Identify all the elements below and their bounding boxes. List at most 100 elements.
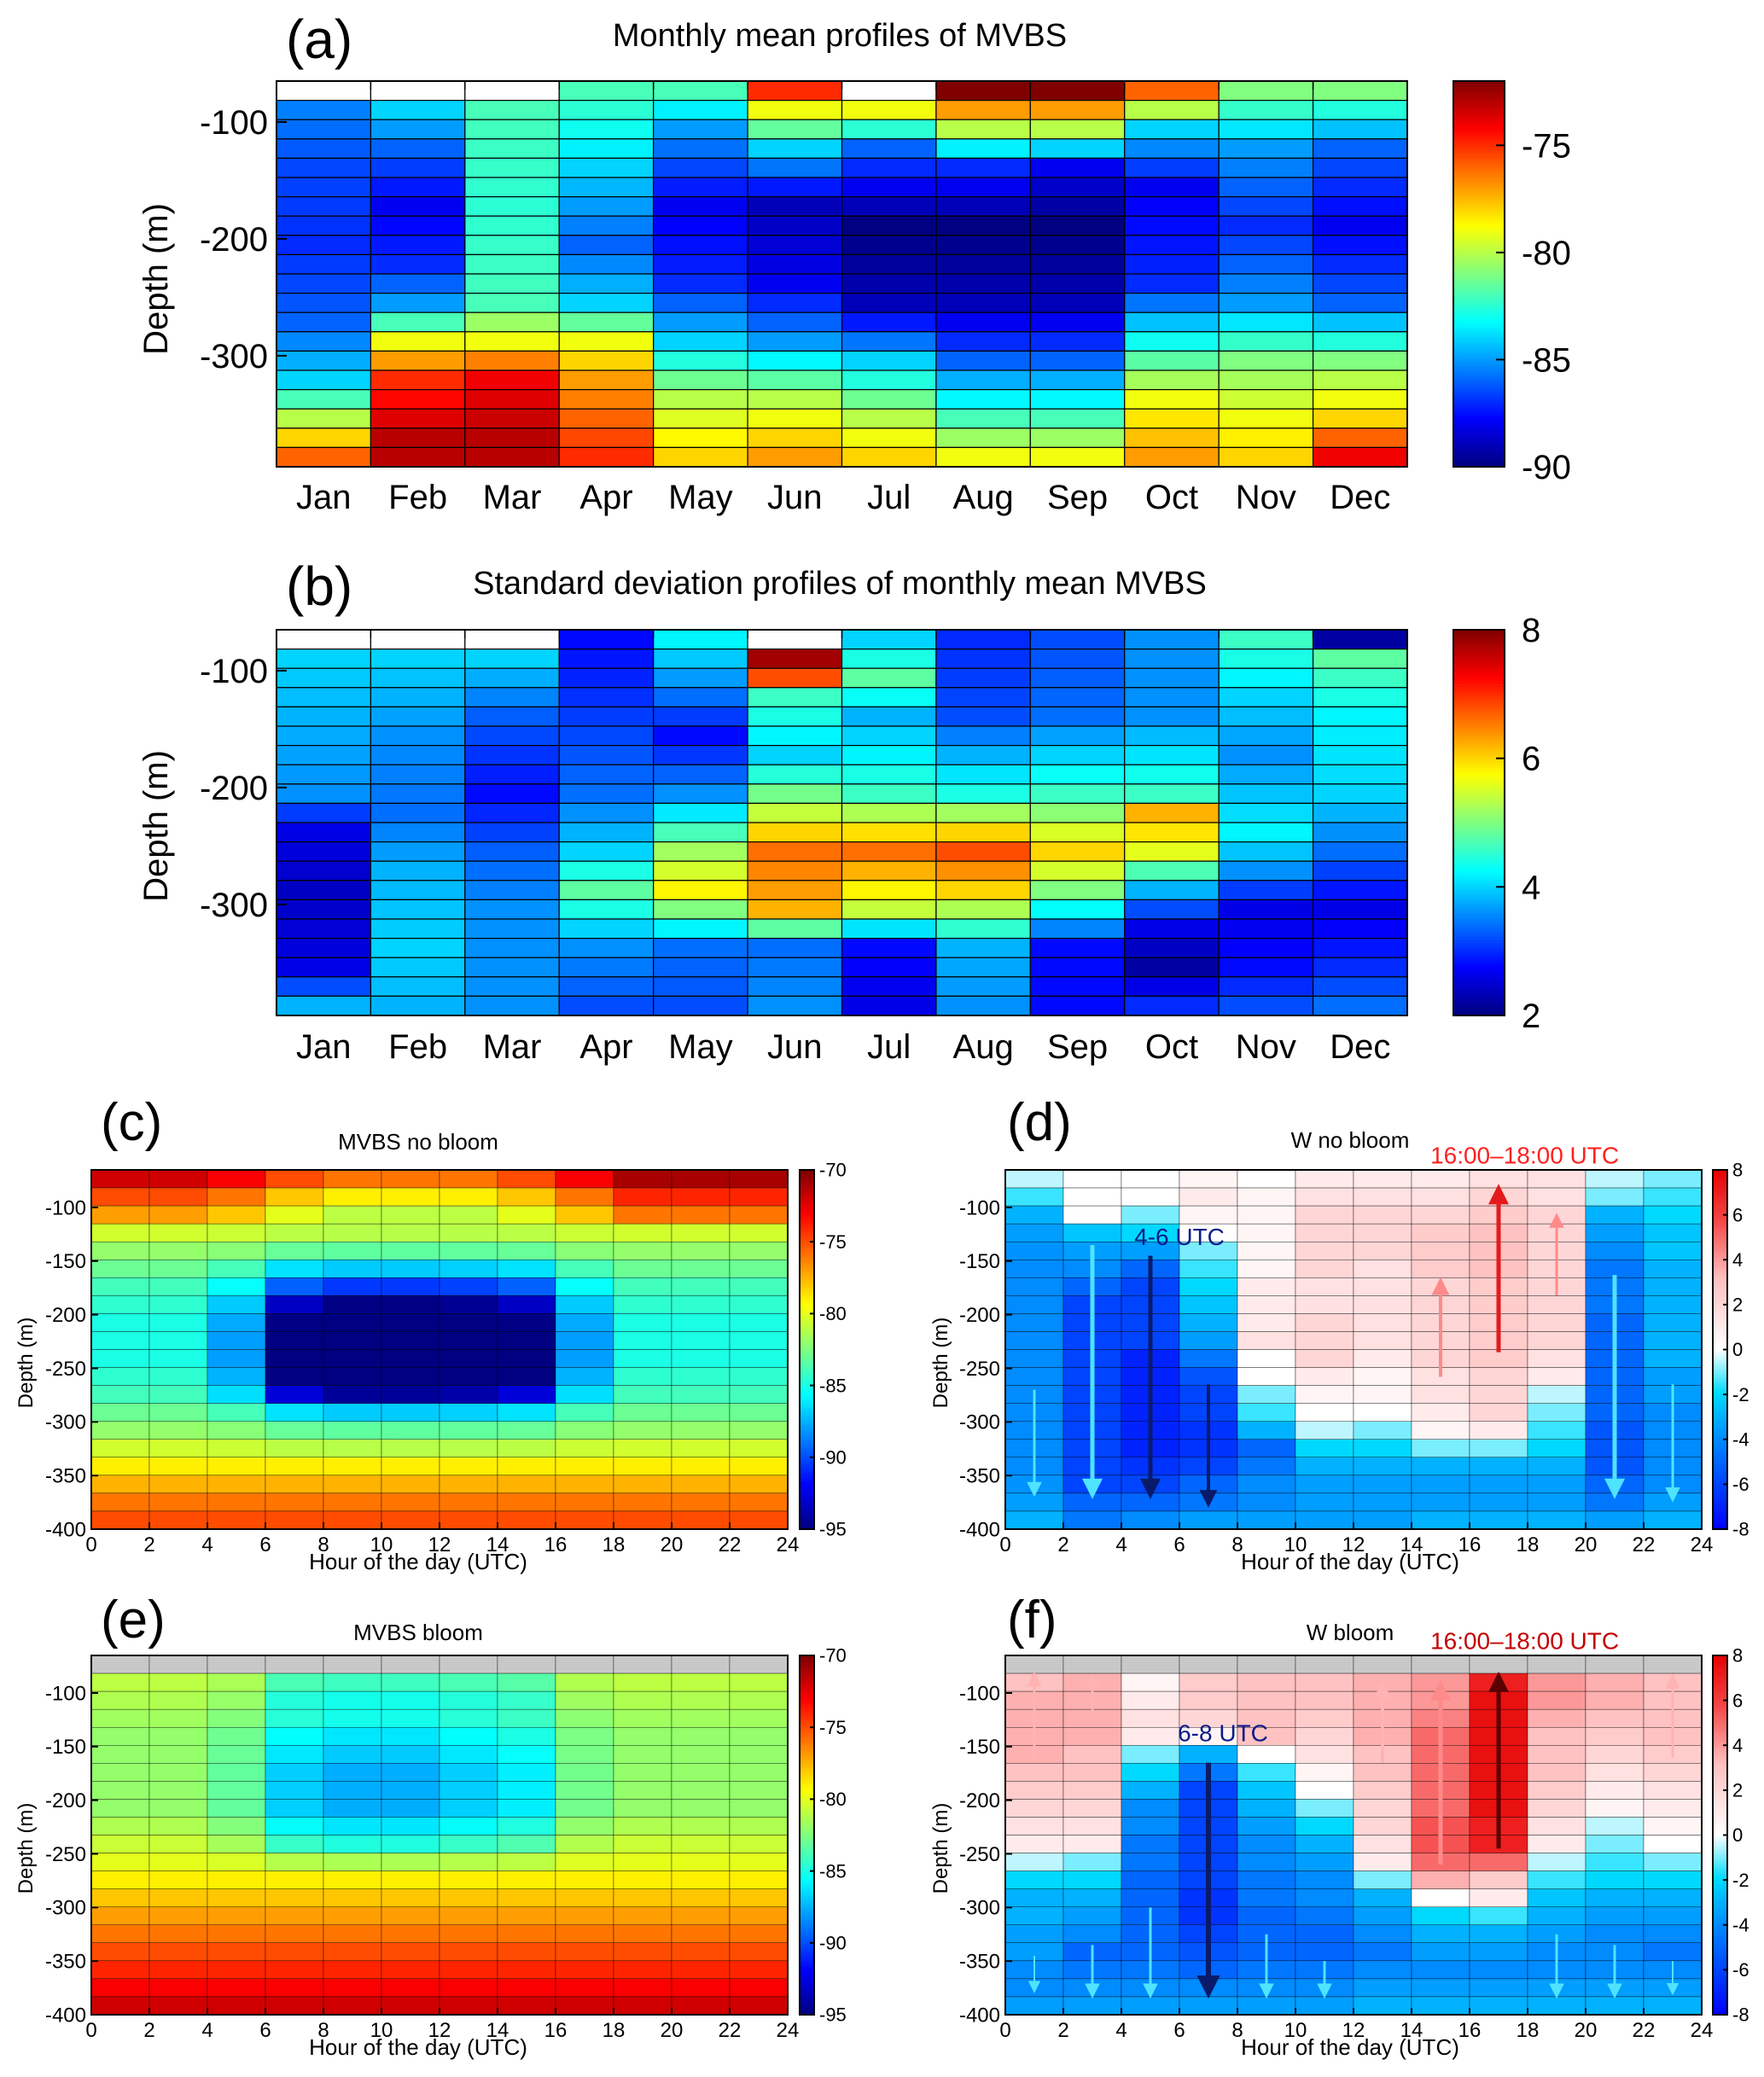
- heatmap-cell: [439, 1295, 498, 1314]
- colorbar-swatch: [800, 1761, 814, 1766]
- heatmap-cell: [613, 1475, 672, 1494]
- heatmap-cell: [555, 1385, 614, 1404]
- colorbar-swatch: [1453, 204, 1505, 208]
- heatmap-cell: [1353, 1781, 1412, 1800]
- heatmap-cell: [1029, 138, 1126, 160]
- heatmap-cell: [613, 1421, 672, 1440]
- colorbar-swatch: [1713, 1722, 1727, 1726]
- heatmap-cell: [729, 1385, 789, 1404]
- heatmap-cell: [613, 1205, 672, 1225]
- heatmap-cell: [1237, 1385, 1296, 1404]
- heatmap-cell: [671, 1690, 731, 1710]
- colorbar-swatch: [1453, 780, 1505, 784]
- heatmap-cell: [1312, 744, 1408, 765]
- x-tick-label: 20: [661, 1533, 684, 1556]
- x-tick-label: 12: [1342, 1533, 1365, 1556]
- heatmap-cell: [1179, 1349, 1238, 1368]
- colorbar-swatch: [800, 1891, 814, 1895]
- heatmap-cell: [1029, 880, 1126, 901]
- colorbar-swatch: [1713, 1195, 1727, 1199]
- colorbar-swatch: [1713, 1983, 1727, 1987]
- heatmap-cell: [1353, 1978, 1412, 1998]
- heatmap-cell: [1004, 1763, 1064, 1782]
- y-tick-label: -150: [959, 1736, 1000, 1759]
- heatmap-cell: [276, 764, 372, 785]
- colorbar-swatch: [800, 1245, 814, 1249]
- colorbar-swatch: [800, 1924, 814, 1929]
- colorbar-swatch: [800, 1683, 814, 1687]
- heatmap-cell: [90, 1996, 150, 2016]
- heatmap-cell: [439, 1313, 498, 1332]
- heatmap-cell: [841, 273, 937, 294]
- heatmap-cell: [265, 1996, 324, 2016]
- heatmap-cell: [729, 1260, 789, 1278]
- heatmap-cell: [464, 841, 560, 862]
- colorbar-swatch: [800, 1812, 814, 1817]
- colorbar-swatch: [800, 1880, 814, 1884]
- heatmap-cell: [90, 1241, 150, 1260]
- heatmap-cell: [90, 1331, 150, 1350]
- heatmap-cell: [90, 1349, 150, 1368]
- heatmap-cell: [671, 1906, 731, 1925]
- heatmap-cell: [1585, 1870, 1645, 1889]
- colorbar-swatch: [800, 1667, 814, 1671]
- heatmap-cell: [439, 1960, 498, 1980]
- colorbar-swatch: [800, 1958, 814, 1963]
- colorbar-swatch: [1453, 1012, 1505, 1016]
- heatmap-cell: [1527, 1169, 1586, 1189]
- colorbar-swatch: [1713, 1787, 1727, 1791]
- heatmap-cell: [1295, 1745, 1354, 1764]
- heatmap-cell: [671, 1260, 731, 1278]
- heatmap-cell: [265, 1978, 324, 1998]
- heatmap-cell: [1585, 1690, 1645, 1710]
- heatmap-cell: [1585, 1853, 1645, 1871]
- colorbar-swatch: [1453, 445, 1505, 450]
- heatmap-cell: [1124, 235, 1220, 255]
- heatmap-cell: [1218, 99, 1314, 120]
- colorbar-swatch: [1713, 1719, 1727, 1724]
- colorbar-swatch: [1713, 1667, 1727, 1671]
- heatmap-cell: [935, 138, 1031, 160]
- colorbar-swatch: [1713, 1661, 1727, 1665]
- x-tick-label: 22: [719, 1533, 742, 1556]
- colorbar-swatch: [1713, 1299, 1727, 1303]
- heatmap-cell: [148, 1421, 208, 1440]
- y-tick-label: -350: [45, 1465, 86, 1488]
- colorbar-swatch: [1453, 288, 1505, 293]
- heatmap-cell: [935, 918, 1031, 940]
- colorbar-swatch: [1713, 1658, 1727, 1662]
- x-tick-label: 10: [1284, 2019, 1307, 2042]
- colorbar-swatch: [1453, 985, 1505, 989]
- heatmap-cell: [1527, 1817, 1586, 1836]
- colorbar-swatch: [1713, 1512, 1727, 1516]
- heatmap-cell: [381, 1870, 440, 1889]
- heatmap-cell: [1353, 1187, 1412, 1207]
- colorbar-swatch: [800, 1742, 814, 1746]
- heatmap-cell: [555, 1510, 614, 1530]
- colorbar-swatch: [1453, 135, 1505, 139]
- heatmap-cell: [464, 783, 560, 804]
- heatmap-cell: [90, 1403, 150, 1422]
- colorbar-swatch: [1713, 1891, 1727, 1895]
- colorbar-swatch: [1453, 726, 1505, 730]
- heatmap-cell: [613, 1492, 672, 1512]
- colorbar-swatch: [1713, 1972, 1727, 1976]
- colorbar-swatch: [800, 1835, 814, 1839]
- heatmap-cell: [747, 446, 843, 468]
- x-tick-label: 0: [999, 2019, 1010, 2042]
- y-tick-label: -150: [45, 1250, 86, 1273]
- colorbar-swatch: [1453, 849, 1505, 853]
- heatmap-cell: [464, 687, 560, 707]
- heatmap-cell: [671, 1403, 731, 1422]
- heatmap-cell: [90, 1745, 150, 1764]
- colorbar-swatch: [800, 1868, 814, 1872]
- colorbar-swatch: [1453, 292, 1505, 296]
- heatmap-cell: [1469, 1888, 1528, 1907]
- colorbar-swatch: [1453, 689, 1505, 694]
- heatmap-cell: [558, 177, 655, 198]
- heatmap-cell: [464, 157, 560, 178]
- heatmap-cell: [558, 687, 655, 707]
- heatmap-cell: [439, 1673, 498, 1692]
- heatmap-cell: [1237, 1223, 1296, 1242]
- colorbar-swatch: [800, 1248, 814, 1252]
